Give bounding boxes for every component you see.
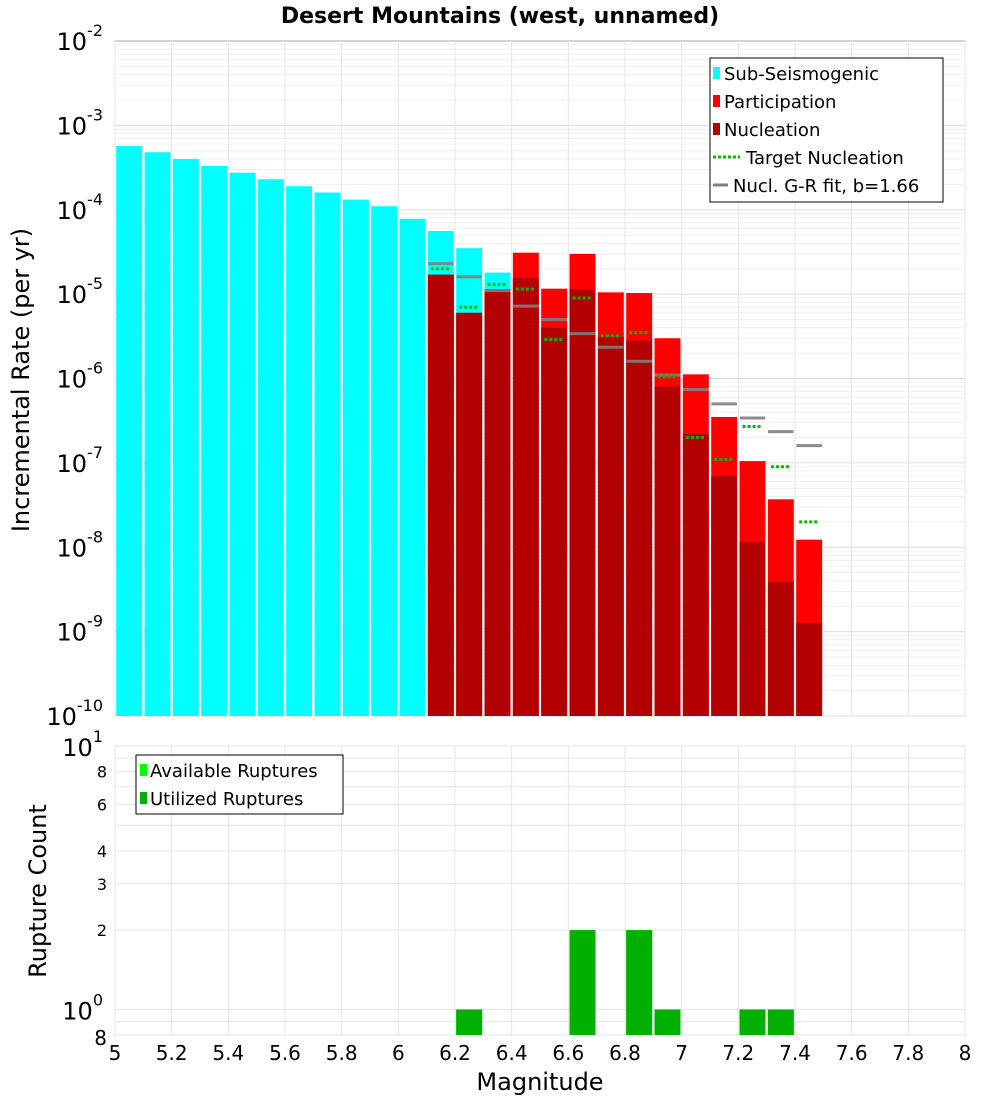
nucleation-bar [767, 581, 794, 716]
legend-swatch-participation [713, 95, 720, 107]
bottom-y-tick-label: 8 [97, 763, 107, 782]
sub-seismogenic-bar [371, 206, 398, 716]
top-y-tick-label: 10-8 [57, 527, 104, 562]
top-y-tick-label: 10-9 [57, 612, 104, 647]
legend-label-gr-fit: Nucl. G-R fit, b=1.66 [733, 176, 919, 197]
top-y-tick-label: 10-6 [57, 359, 104, 394]
bottom-bars [456, 930, 794, 1035]
legend-label-nucleation: Nucleation [724, 120, 820, 141]
legend-swatch-nucleation [713, 123, 720, 135]
bottom-y-tick-label: 4 [97, 842, 107, 861]
sub-seismogenic-bar [257, 179, 284, 716]
x-tick-label: 5.6 [269, 1041, 301, 1065]
top-y-ticks: 10-10 10-9 10-8 10-7 10-6 10-5 10-4 10-3 10-2 [46, 21, 103, 731]
bottom-y-axis-label: Rupture Count [24, 804, 52, 978]
legend-swatch-available-ruptures [140, 764, 147, 776]
sub-seismogenic-bar [342, 199, 369, 717]
nucleation-bar [456, 312, 483, 716]
utilized-ruptures-bar [739, 1009, 766, 1035]
legend-label-available-ruptures: Available Ruptures [150, 761, 318, 782]
bottom-y-tick-label: 6 [97, 795, 107, 814]
x-tick-label: 6 [392, 1041, 405, 1065]
nucleation-bar [597, 337, 624, 716]
sub-seismogenic-bar [116, 145, 143, 717]
nucleation-bar [682, 433, 709, 716]
top-legend-box [709, 57, 944, 203]
top-y-tick-label: 10-5 [57, 274, 104, 309]
bottom-x-ticks: 5 5.2 5.4 5.6 5.8 6 6.2 6.4 6.6 6.8 7 7.2 7.4 7.6 7.8 8 [109, 1041, 972, 1065]
bottom-y-decade-label: 101 [62, 727, 103, 762]
legend-swatch-sub-seismogenic [713, 67, 720, 79]
bottom-y-tick-label: 8 [94, 1026, 107, 1050]
nucleation-bar [541, 327, 568, 716]
utilized-ruptures-bar [456, 1009, 483, 1035]
sub-seismogenic-bar [172, 158, 199, 717]
nucleation-bar [427, 274, 454, 716]
sub-seismogenic-bar [144, 152, 171, 716]
nucleation-bar [711, 475, 738, 716]
sub-seismogenic-bar [229, 172, 256, 717]
utilized-ruptures-bar [569, 930, 596, 1035]
legend-label-target-nucleation: Target Nucleation [745, 148, 904, 169]
bottom-grid [114, 745, 966, 1036]
top-bars [116, 145, 823, 717]
nucleation-bar [512, 278, 539, 716]
utilized-ruptures-bar [654, 1009, 681, 1035]
nucleation-bar [796, 622, 823, 716]
x-tick-label: 5.2 [156, 1041, 188, 1065]
x-tick-label: 6.8 [609, 1041, 641, 1065]
x-tick-label: 6.6 [552, 1041, 584, 1065]
top-y-tick-label: 10-7 [57, 443, 104, 478]
bottom-y-tick-label: 2 [97, 921, 107, 940]
nucleation-bar [654, 386, 681, 716]
bottom-legend: Available Ruptures Utilized Ruptures [135, 754, 344, 815]
x-tick-label: 5.4 [212, 1041, 244, 1065]
legend-label-utilized-ruptures: Utilized Ruptures [150, 789, 303, 810]
top-y-tick-label: 10-4 [57, 190, 104, 225]
x-tick-label: 7.2 [722, 1041, 754, 1065]
nucleation-bar [739, 542, 766, 716]
x-tick-label: 7 [675, 1041, 688, 1065]
sub-seismogenic-bar [314, 192, 341, 717]
top-y-tick-label: 10-3 [57, 105, 104, 140]
nucleation-bar [484, 291, 511, 716]
legend-label-sub-seismogenic: Sub-Seismogenic [724, 64, 879, 85]
nucleation-bar [569, 289, 596, 716]
x-tick-label: 5.8 [326, 1041, 358, 1065]
chart-title: Desert Mountains (west, unnamed) [281, 4, 719, 29]
x-tick-label: 6.2 [439, 1041, 471, 1065]
x-tick-label: 8 [959, 1041, 972, 1065]
x-tick-label: 7.4 [779, 1041, 811, 1065]
sub-seismogenic-bar [201, 166, 228, 717]
bottom-legend-box [135, 754, 344, 815]
nucleation-bar [626, 340, 653, 716]
legend-label-participation: Participation [724, 92, 836, 113]
x-tick-label: 7.8 [892, 1041, 924, 1065]
utilized-ruptures-bar [626, 930, 653, 1035]
top-y-tick-label: 10-10 [46, 696, 103, 731]
x-tick-label: 7.6 [836, 1041, 868, 1065]
sub-seismogenic-bar [286, 186, 313, 716]
x-axis-label: Magnitude [476, 1068, 603, 1096]
top-y-axis-label: Incremental Rate (per yr) [7, 228, 35, 532]
bottom-y-tick-label: 3 [97, 875, 107, 894]
x-tick-label: 5 [109, 1041, 122, 1065]
top-legend: Sub-Seismogenic Participation Nucleation… [709, 57, 944, 203]
x-tick-label: 6.4 [496, 1041, 528, 1065]
top-y-tick-label: 10-2 [57, 21, 104, 56]
top-lines [428, 262, 822, 524]
utilized-ruptures-bar [767, 1009, 794, 1035]
bottom-y-decade-label: 100 [62, 990, 103, 1025]
legend-swatch-utilized-ruptures [140, 792, 147, 804]
top-grid [114, 41, 966, 717]
sub-seismogenic-bar [399, 218, 426, 716]
